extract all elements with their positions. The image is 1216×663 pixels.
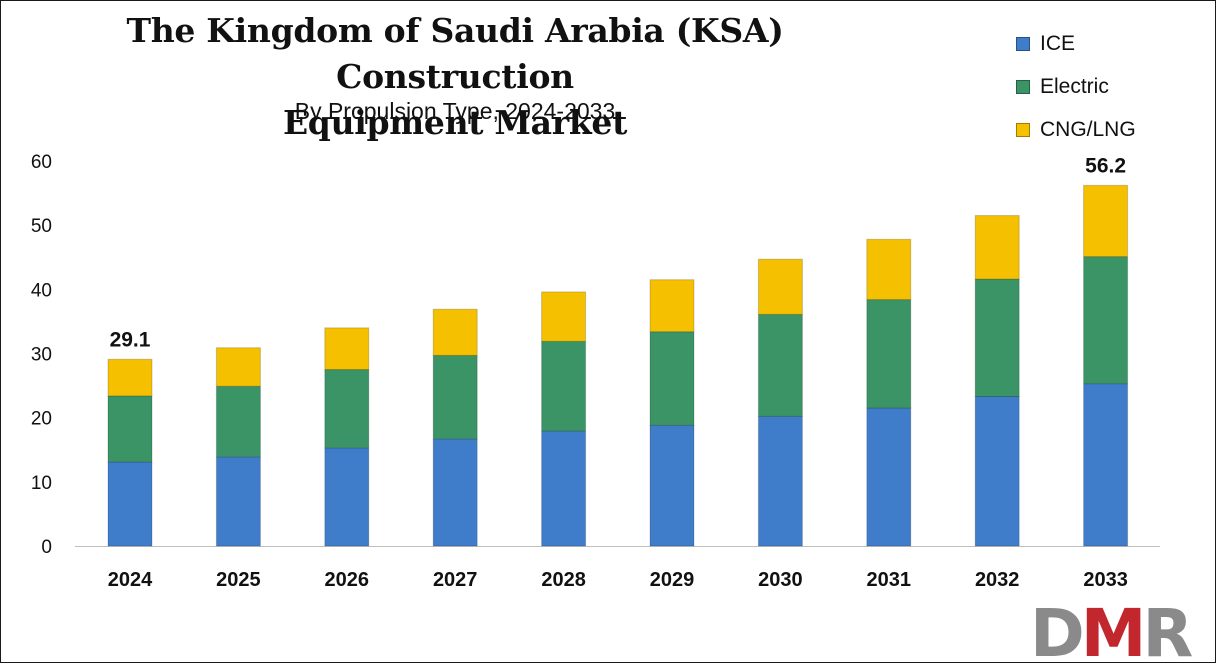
chart-subtitle: By Propulsion Type, 2024-2033 <box>294 98 616 124</box>
bar-ice <box>324 447 370 547</box>
bar-cng-lng <box>215 347 261 387</box>
y-tick-label: 0 <box>41 537 52 558</box>
x-tick-label: 2026 <box>325 569 370 591</box>
y-tick-label: 10 <box>31 473 52 494</box>
x-tick-label: 2031 <box>867 569 912 591</box>
x-tick-label: 2030 <box>758 569 803 591</box>
bar-electric <box>541 340 587 432</box>
bar-ice <box>432 438 478 547</box>
legend-item: Electric <box>1016 65 1136 108</box>
legend-label: CNG/LNG <box>1040 117 1136 141</box>
legend-label: Electric <box>1040 74 1109 98</box>
chart-title-line1: The Kingdom of Saudi Arabia (KSA) Constr… <box>126 11 784 96</box>
bar-ice <box>757 415 803 547</box>
x-tick-label: 2028 <box>541 569 586 591</box>
x-tick-label: 2032 <box>975 569 1020 591</box>
bar-electric <box>1083 256 1129 385</box>
data-label: 29.1 <box>110 328 151 351</box>
y-tick-label: 60 <box>31 152 52 173</box>
y-tick-label: 20 <box>31 409 52 430</box>
y-tick-label: 30 <box>31 345 52 366</box>
bar-electric <box>757 313 803 417</box>
y-tick-label: 40 <box>31 280 52 301</box>
y-tick-label: 50 <box>31 216 52 237</box>
bar-cng-lng <box>649 279 695 333</box>
chart-title-line2: Equipment Market <box>282 103 628 142</box>
bar-cng-lng <box>432 308 478 356</box>
legend-item: ICE <box>1016 22 1136 65</box>
bar-cng-lng <box>541 291 587 342</box>
bar-cng-lng <box>1083 184 1129 258</box>
legend-label: ICE <box>1040 31 1076 55</box>
bar-cng-lng <box>757 258 803 315</box>
svg-text:DMR: DMR <box>1030 600 1192 660</box>
bar-electric <box>107 395 153 463</box>
bar-electric <box>866 299 912 409</box>
x-tick-label: 2027 <box>433 569 478 591</box>
bar-cng-lng <box>866 238 912 301</box>
bar-electric <box>649 331 695 426</box>
bar-ice <box>866 407 912 547</box>
logo-letter-m: M <box>1081 600 1143 660</box>
logo-letter-r: R <box>1142 600 1192 660</box>
bar-ice <box>107 461 153 547</box>
data-label: 56.2 <box>1085 154 1126 177</box>
legend-swatch <box>1016 79 1030 94</box>
bar-ice <box>541 430 587 547</box>
logo-letter-d: D <box>1030 600 1082 660</box>
legend-item: CNG/LNG <box>1016 108 1136 151</box>
bar-cng-lng <box>974 215 1020 280</box>
bar-electric <box>324 369 370 449</box>
chart-legend: ICE Electric CNG/LNG <box>1016 22 1136 151</box>
x-tick-label: 2029 <box>650 569 695 591</box>
bar-electric <box>432 354 478 440</box>
bar-electric <box>215 385 261 458</box>
chart-title: The Kingdom of Saudi Arabia (KSA) Constr… <box>30 8 880 146</box>
bar-cng-lng <box>324 327 370 371</box>
x-tick-label: 2033 <box>1083 569 1128 591</box>
x-tick-label: 2025 <box>216 569 261 591</box>
bar-ice <box>649 424 695 547</box>
bar-cng-lng <box>107 358 153 397</box>
x-tick-label: 2024 <box>108 569 153 591</box>
bar-ice <box>1083 383 1129 547</box>
bar-ice <box>215 456 261 547</box>
bar-electric <box>974 278 1020 397</box>
dmr-logo: DMR <box>1030 600 1196 660</box>
legend-swatch <box>1016 122 1030 137</box>
bar-ice <box>974 395 1020 547</box>
legend-swatch <box>1016 36 1030 51</box>
